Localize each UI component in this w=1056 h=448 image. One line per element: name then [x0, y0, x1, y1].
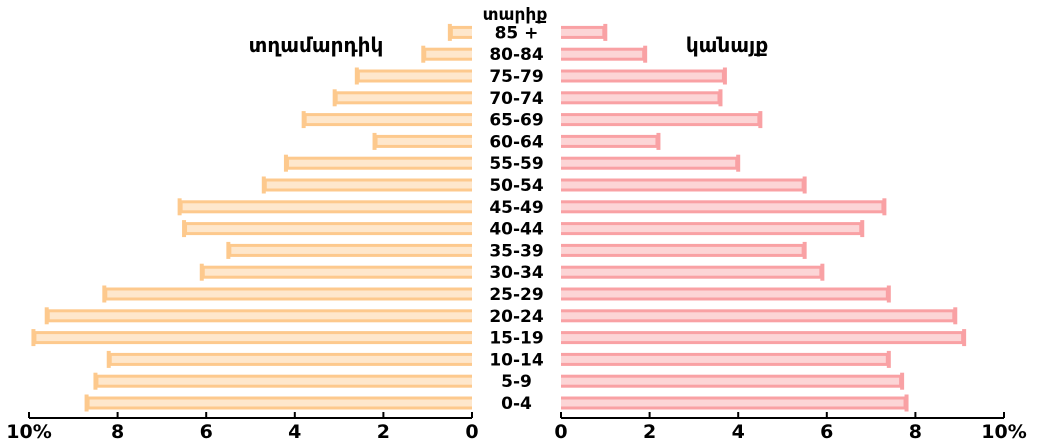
age-group-label: 0-4 [501, 394, 532, 414]
bar-highlight [377, 137, 472, 145]
tick-label-right: 0 [554, 421, 567, 443]
bar-highlight [561, 28, 603, 36]
bar-highlight [288, 159, 472, 167]
age-group-label: 75-79 [489, 67, 543, 87]
bar-highlight [561, 334, 962, 342]
tick-label-left: 6 [200, 421, 213, 443]
axes-layer: 10% 8 6 4 2 0 0 2 4 6 8 10% [6, 412, 1027, 443]
bar-highlight [561, 355, 886, 363]
bar-highlight [187, 225, 473, 233]
bar-highlight [452, 28, 472, 36]
age-group-label: 40-44 [489, 220, 544, 240]
bar-highlight [231, 246, 472, 254]
age-group-label: 30-34 [489, 263, 544, 283]
age-group-label: 50-54 [489, 176, 544, 196]
bar-highlight [89, 399, 472, 407]
bar-highlight [266, 181, 472, 189]
bar-highlight [561, 72, 722, 80]
tick-label-left: 2 [377, 421, 390, 443]
bar-highlight [561, 225, 860, 233]
tick-label-left: 4 [288, 421, 301, 443]
age-group-label: 70-74 [489, 89, 544, 109]
bar-highlight [561, 312, 953, 320]
age-group-label: 45-49 [489, 198, 543, 218]
bar-highlight [306, 116, 472, 124]
bar-highlight [182, 203, 472, 211]
age-group-label: 5-9 [501, 372, 532, 392]
bar-highlight [561, 159, 736, 167]
bar-highlight [36, 334, 473, 342]
age-group-label: 85 + [495, 23, 539, 43]
bar-highlight [337, 94, 472, 102]
tick-label-right: 8 [909, 421, 922, 443]
tick-label-left: 0 [465, 421, 478, 443]
bar-highlight [561, 246, 802, 254]
bar-highlight [561, 94, 718, 102]
age-group-label: 25-29 [489, 285, 543, 305]
age-group-label: 60-64 [489, 132, 544, 152]
bar-highlight [561, 377, 900, 385]
bar-highlight [561, 50, 643, 58]
age-group-label: 10-14 [489, 350, 544, 370]
tick-label-left: 10% [6, 421, 51, 443]
bar-highlight [561, 399, 904, 407]
bar-highlight [561, 290, 886, 298]
age-group-label: 80-84 [489, 45, 544, 65]
tick-label-right: 6 [820, 421, 833, 443]
bar-highlight [561, 203, 882, 211]
tick-label-right: 10% [981, 421, 1026, 443]
bar-highlight [107, 290, 472, 298]
bars-layer [31, 23, 967, 412]
bar-highlight [111, 355, 473, 363]
age-labels-layer: 0-45-910-1415-1920-2425-2930-3435-3940-4… [489, 23, 544, 414]
bar-highlight [204, 268, 472, 276]
age-axis-title: տարիք [483, 5, 548, 25]
tick-label-right: 2 [643, 421, 656, 443]
bar-highlight [561, 268, 820, 276]
bar-highlight [49, 312, 472, 320]
age-group-label: 15-19 [489, 329, 543, 349]
bar-highlight [98, 377, 472, 385]
age-group-label: 35-39 [489, 241, 543, 261]
bar-highlight [561, 116, 758, 124]
series-label-left: տղամարդիկ [249, 33, 384, 57]
bar-highlight [561, 137, 656, 145]
tick-label-right: 4 [732, 421, 745, 443]
bar-highlight [359, 72, 472, 80]
tick-label-left: 8 [111, 421, 124, 443]
bar-highlight [561, 181, 802, 189]
bar-highlight [426, 50, 472, 58]
series-label-right: կանայք [686, 33, 768, 57]
age-group-label: 55-59 [489, 154, 543, 174]
age-group-label: 20-24 [489, 307, 544, 327]
age-group-label: 65-69 [489, 111, 543, 131]
